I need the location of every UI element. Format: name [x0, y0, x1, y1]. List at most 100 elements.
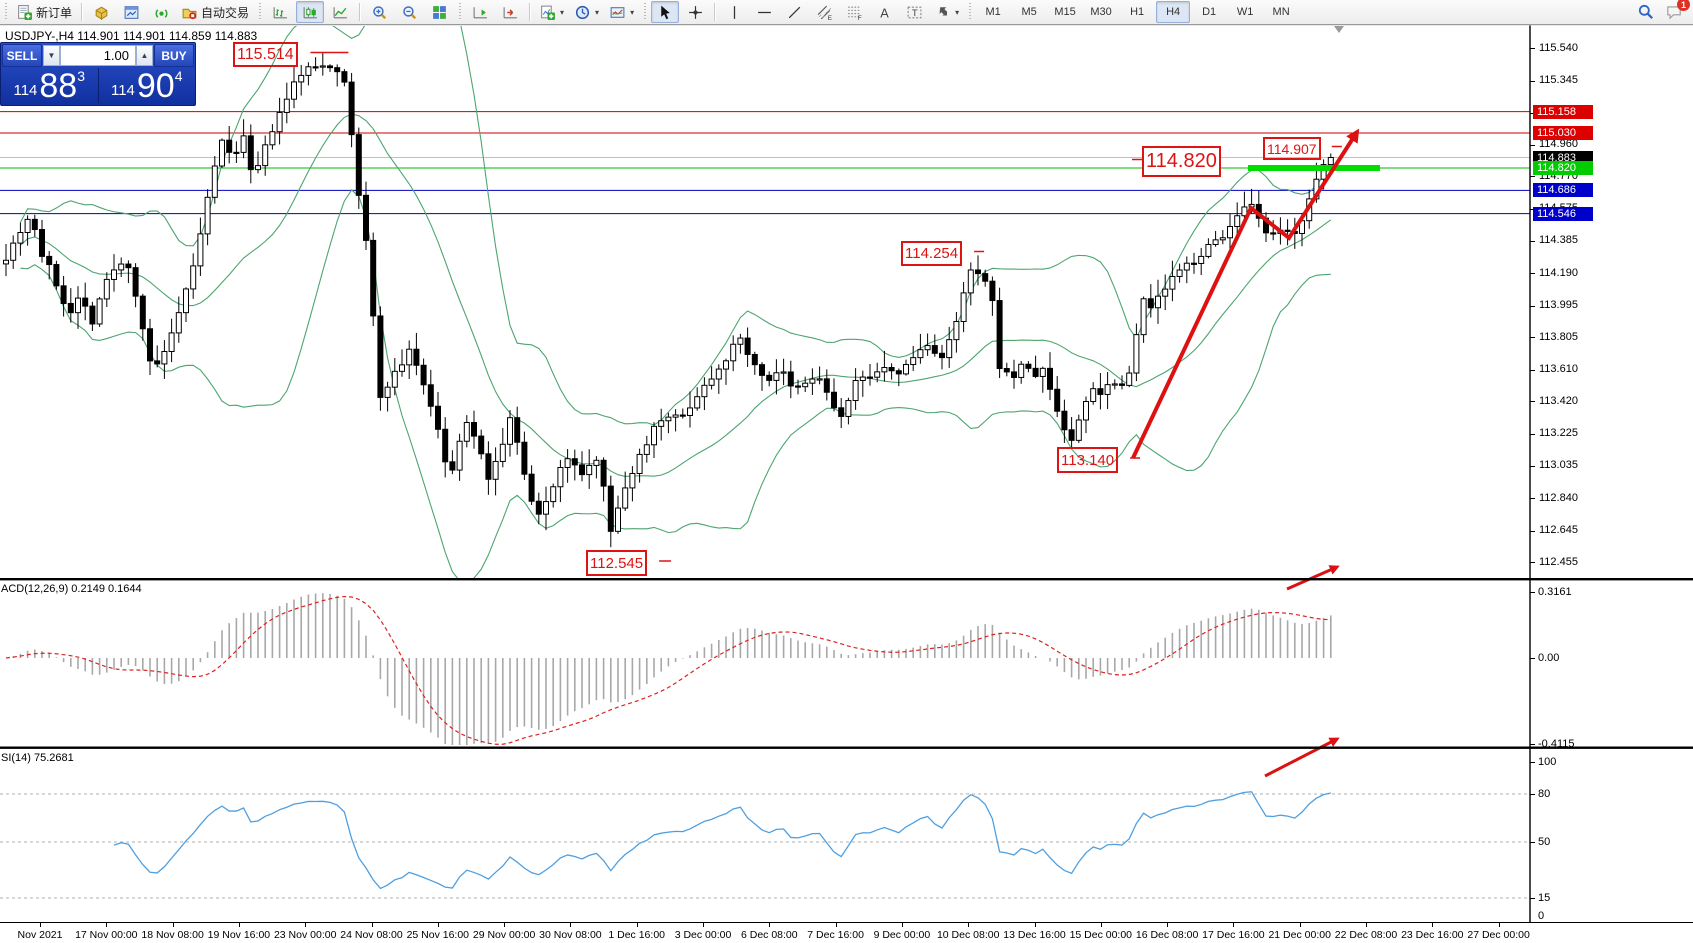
- macd-axis-label: -0.4115: [1538, 738, 1575, 750]
- trendline-button[interactable]: [780, 1, 808, 23]
- time-axis-label: Nov 2021: [17, 929, 63, 941]
- zoom-in-icon: [371, 4, 388, 21]
- price-tick-label: 115.540: [1539, 41, 1578, 54]
- toolbar-separator: [714, 3, 716, 21]
- label-114254[interactable]: 114.254: [901, 241, 963, 266]
- tile-windows-button[interactable]: [425, 1, 453, 23]
- price-tick-label: 113.610: [1539, 363, 1578, 376]
- marketwatch-button[interactable]: [87, 1, 115, 23]
- buy-price-big: 90: [136, 67, 175, 105]
- sell-price-handle: 114: [13, 82, 38, 99]
- buy-button[interactable]: BUY: [154, 44, 194, 67]
- macd-axis-label: 0.3161: [1538, 586, 1572, 598]
- periods-button[interactable]: ▾: [570, 1, 603, 23]
- price-tick: [1530, 337, 1535, 339]
- timeframe-mn-button[interactable]: MN: [1272, 6, 1290, 18]
- chart-background[interactable]: [0, 25, 1693, 943]
- time-axis-label: 18 Nov 08:00: [141, 929, 204, 941]
- label-114820[interactable]: 114.820: [1142, 146, 1221, 177]
- rsi-tick: [1530, 898, 1535, 899]
- vertical-line-button[interactable]: [720, 1, 748, 23]
- timeframe-m1-button[interactable]: M1: [985, 6, 1001, 18]
- time-axis-label: 17 Nov 00:00: [75, 929, 138, 941]
- signal-button[interactable]: [147, 1, 175, 23]
- timeframe-d1-button[interactable]: D1: [1202, 6, 1217, 18]
- search-icon[interactable]: [1637, 3, 1655, 21]
- time-tick: [769, 923, 771, 927]
- zoom-out-button[interactable]: [395, 1, 423, 23]
- lot-size-input[interactable]: 1.00: [60, 45, 136, 66]
- candle-chart-button[interactable]: [296, 1, 325, 23]
- timeframe-m5-button[interactable]: M5: [1021, 6, 1037, 18]
- price-tick-label: 113.225: [1539, 427, 1578, 440]
- chevron-down-icon: ▾: [630, 7, 635, 17]
- time-tick: [901, 923, 903, 927]
- svg-text:A: A: [880, 5, 889, 20]
- autoscroll-button[interactable]: [496, 1, 524, 23]
- svg-text:T: T: [911, 8, 917, 19]
- timeframe-m15-button[interactable]: M15: [1054, 6, 1076, 18]
- toolbar-separator: [642, 3, 648, 21]
- rsi-axis-label: 50: [1538, 836, 1551, 848]
- arrows-button[interactable]: ▾: [930, 1, 963, 23]
- buy-price[interactable]: 114 90 4: [99, 68, 196, 103]
- new-order-button-label: 新订单: [36, 5, 73, 20]
- crosshair-button[interactable]: [681, 1, 709, 23]
- price-tick-label: 115.345: [1539, 74, 1578, 86]
- label-114907[interactable]: 114.907: [1263, 137, 1321, 160]
- zoom-in-button[interactable]: [365, 1, 393, 23]
- bollinger-bands: [19, 26, 1332, 578]
- time-tick: [305, 923, 307, 927]
- svg-text:E: E: [827, 14, 831, 20]
- cursor-icon: [657, 4, 674, 21]
- chart-window-button[interactable]: [117, 1, 145, 23]
- timeframe-h4-button[interactable]: H4: [1156, 1, 1191, 23]
- time-tick: [1100, 923, 1102, 927]
- horizontal-line-button[interactable]: [750, 1, 778, 23]
- rsi-axis-label: 80: [1538, 788, 1551, 800]
- rsi-axis-label: 15: [1538, 892, 1551, 904]
- main-toolbar: 新订单 自动交易 ▾ ▾ ▾ E F A T ▾ M1 M5 M15 M30 H1 H4 D1 W1 MN 1: [0, 0, 1693, 25]
- macd-label: ACD(12,26,9) 0.2149 0.1644: [1, 583, 142, 595]
- label-113140[interactable]: 113.140: [1057, 447, 1119, 473]
- price-badge-114546: 114.546: [1533, 206, 1593, 221]
- text-label-button[interactable]: T: [900, 1, 928, 23]
- toolbar-separator: [967, 3, 973, 21]
- sell-price[interactable]: 114 88 3: [1, 68, 99, 103]
- cursor-button[interactable]: [651, 1, 680, 23]
- lot-decrease-button[interactable]: ▼: [43, 45, 60, 66]
- equidistant-channel-button[interactable]: E: [810, 1, 838, 23]
- chart-shift-marker[interactable]: [1334, 26, 1344, 33]
- bar-chart-button[interactable]: [266, 1, 294, 23]
- autotrade-button[interactable]: 自动交易: [177, 1, 253, 23]
- templates-button[interactable]: ▾: [605, 1, 638, 23]
- price-tick-label: 114.960: [1539, 138, 1578, 151]
- toolbar-grip[interactable]: [3, 3, 8, 21]
- label-112545[interactable]: 112.545: [586, 550, 648, 576]
- panel-borders: [0, 24, 1693, 923]
- label-115514[interactable]: 115.514: [233, 42, 298, 67]
- time-axis-label: 30 Nov 08:00: [539, 929, 602, 941]
- new-order-button[interactable]: 新订单: [12, 1, 76, 23]
- time-axis-label: 7 Dec 16:00: [807, 929, 864, 941]
- timeframe-h1-button[interactable]: H1: [1130, 6, 1145, 18]
- lot-increase-button[interactable]: ▲: [136, 45, 153, 66]
- text-button[interactable]: A: [870, 1, 898, 23]
- notifications-button[interactable]: 1: [1665, 0, 1690, 21]
- fibonacci-button[interactable]: F: [840, 1, 868, 23]
- line-chart-button[interactable]: [326, 1, 354, 23]
- sell-price-big: 88: [39, 67, 78, 105]
- price-tick: [1530, 48, 1535, 49]
- rsi-plot: [0, 791, 1530, 899]
- timeframe-w1-button[interactable]: W1: [1236, 6, 1254, 18]
- candles-display-icon: [302, 4, 319, 21]
- time-axis-label: 19 Nov 16:00: [207, 929, 271, 941]
- timeframe-m30-button[interactable]: M30: [1090, 6, 1112, 18]
- new-chart-button[interactable]: ▾: [535, 1, 568, 23]
- chart-shift-button[interactable]: [466, 1, 494, 23]
- price-tick: [1530, 465, 1535, 467]
- sell-button[interactable]: SELL: [2, 44, 42, 67]
- price-tick: [1530, 208, 1535, 210]
- toolbar-separator: [359, 3, 361, 21]
